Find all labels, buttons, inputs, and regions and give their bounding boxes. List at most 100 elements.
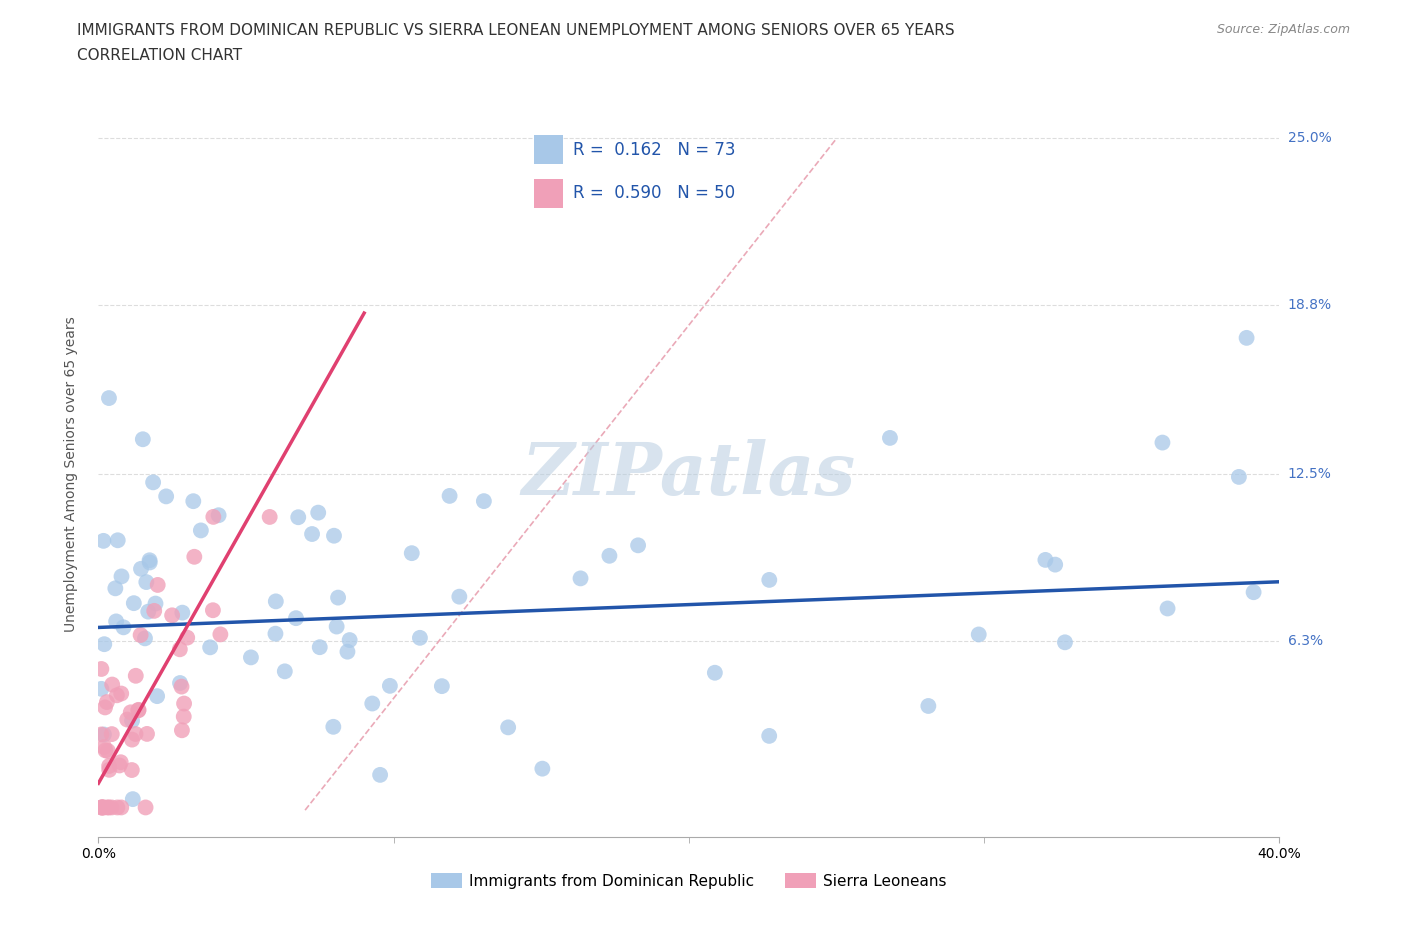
Text: CORRELATION CHART: CORRELATION CHART — [77, 48, 242, 63]
Point — [285, 611, 308, 626]
Point — [703, 665, 725, 680]
Point — [100, 800, 122, 815]
Point — [378, 678, 401, 693]
Point — [98, 763, 121, 777]
Point — [107, 533, 129, 548]
Point — [110, 686, 132, 701]
Point — [1043, 557, 1066, 572]
Point — [325, 619, 347, 634]
Legend: Immigrants from Dominican Republic, Sierra Leoneans: Immigrants from Dominican Republic, Sier… — [425, 867, 953, 895]
Point — [239, 650, 262, 665]
Point — [264, 594, 287, 609]
Point — [209, 627, 232, 642]
Point — [146, 689, 169, 704]
Point — [110, 800, 132, 815]
Point — [1053, 635, 1076, 650]
Point — [146, 578, 169, 592]
Point — [96, 695, 118, 710]
Point — [105, 688, 128, 703]
Point — [128, 702, 150, 717]
Point — [449, 590, 471, 604]
Point — [93, 727, 115, 742]
Point — [145, 596, 167, 611]
Point — [94, 700, 117, 715]
Point — [134, 631, 156, 645]
Text: ZIPatlas: ZIPatlas — [522, 439, 856, 510]
Point — [326, 591, 349, 605]
Point — [190, 523, 212, 538]
Point — [98, 759, 121, 774]
Point — [142, 475, 165, 490]
Point — [1227, 470, 1250, 485]
Point — [172, 605, 194, 620]
Point — [124, 726, 146, 741]
Point — [115, 712, 138, 727]
Point — [1035, 552, 1057, 567]
Point — [401, 546, 423, 561]
Point — [129, 562, 152, 577]
Point — [93, 800, 115, 815]
Point — [202, 510, 225, 525]
Point — [91, 800, 114, 815]
Point — [758, 728, 780, 743]
Point — [917, 698, 939, 713]
Point — [627, 538, 650, 552]
Point — [879, 431, 901, 445]
Point — [169, 642, 191, 657]
Point — [129, 628, 152, 643]
Point — [287, 510, 309, 525]
Point — [121, 732, 143, 747]
Point — [361, 696, 384, 711]
Point — [155, 489, 177, 504]
Point — [143, 604, 166, 618]
Point — [90, 682, 112, 697]
Point — [90, 727, 112, 742]
Point — [136, 726, 159, 741]
Point — [121, 713, 143, 728]
Point — [308, 640, 330, 655]
Point — [569, 571, 592, 586]
Point — [101, 726, 124, 741]
Point — [170, 723, 193, 737]
Point — [94, 743, 117, 758]
Point — [472, 494, 495, 509]
Point — [176, 631, 198, 645]
Point — [336, 644, 359, 659]
Point — [1236, 330, 1258, 345]
Point — [93, 534, 115, 549]
Point — [430, 679, 453, 694]
Point — [339, 632, 361, 647]
Point — [139, 555, 162, 570]
Point — [105, 614, 128, 629]
Point — [121, 763, 143, 777]
Text: Source: ZipAtlas.com: Source: ZipAtlas.com — [1216, 23, 1350, 36]
Text: IMMIGRANTS FROM DOMINICAN REPUBLIC VS SIERRA LEONEAN UNEMPLOYMENT AMONG SENIORS : IMMIGRANTS FROM DOMINICAN REPUBLIC VS SI… — [77, 23, 955, 38]
Point — [108, 758, 131, 773]
Point — [307, 505, 329, 520]
Point — [439, 488, 461, 503]
Point — [368, 767, 391, 782]
Point — [90, 800, 112, 815]
Point — [301, 526, 323, 541]
Point — [90, 800, 112, 815]
Point — [758, 573, 780, 588]
Point — [125, 669, 148, 684]
Point — [98, 391, 121, 405]
Point — [967, 627, 990, 642]
Point — [207, 508, 229, 523]
Point — [135, 800, 157, 815]
Point — [322, 720, 344, 735]
Point — [136, 604, 159, 619]
Point — [135, 575, 157, 590]
Text: 12.5%: 12.5% — [1288, 467, 1331, 482]
Point — [138, 552, 160, 567]
Point — [90, 661, 112, 676]
Point — [127, 703, 149, 718]
Point — [121, 791, 143, 806]
Point — [1152, 435, 1174, 450]
Point — [97, 744, 120, 759]
Point — [598, 549, 620, 564]
Point — [173, 697, 195, 711]
Point — [183, 550, 205, 565]
Point — [198, 640, 221, 655]
